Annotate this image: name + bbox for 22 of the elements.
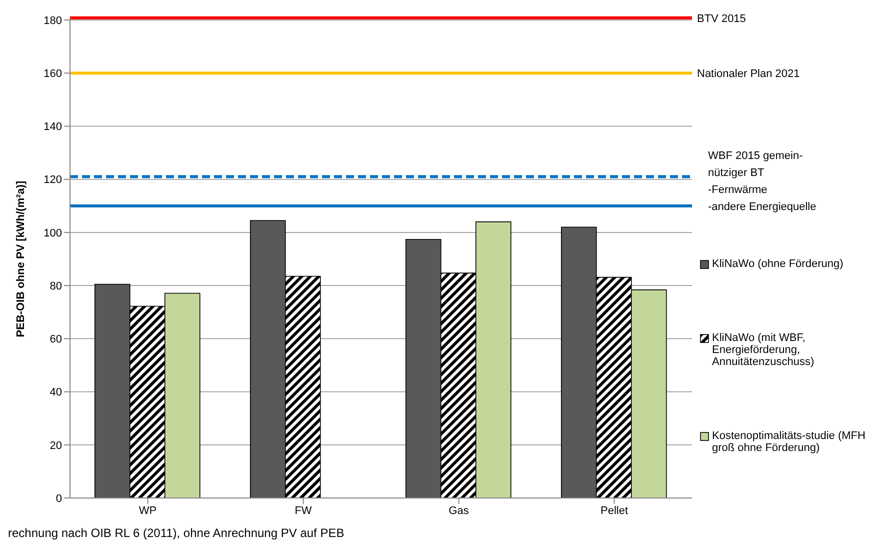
y-tick-label: 80 [50, 280, 62, 292]
x-tick-label: WP [138, 504, 157, 517]
legend-label: Kostenoptimalitäts-studie (MFH groß ohne Förderung) [712, 430, 866, 454]
ref-line-label: BTV 2015 [697, 12, 746, 25]
x-tick-label: FW [294, 504, 312, 517]
y-tick-label: 0 [56, 492, 62, 505]
y-axis-title: PEB-OIB ohne PV [kWh/(m²a)] [14, 180, 27, 338]
y-tick-label: 60 [50, 334, 62, 346]
y-tick-label: 20 [50, 440, 62, 452]
legend-label: KliNaWo (mit WBF, Energieförderung, Annuitätenzuschuss) [712, 332, 816, 368]
y-tick-label: 160 [44, 68, 62, 80]
text: WBF 2015 gemein- nütziger BT -Fernwärme -andere Energiequelle [708, 149, 816, 215]
x-tick-label: Pellet [600, 504, 628, 517]
x-tick-label: Gas [448, 504, 470, 517]
text: rechnung nach OIB RL 6 (2011), ohne Anrechnung PV auf PEB [8, 526, 344, 540]
y-tick-label: 120 [44, 174, 62, 186]
y-tick-label: 180 [44, 14, 62, 27]
ref-line-label: Nationaler Plan 2021 [697, 68, 800, 80]
y-tick-label: 100 [44, 227, 62, 240]
legend-label: KliNaWo (ohne Förderung) [712, 258, 844, 270]
y-tick-label: 140 [44, 121, 62, 134]
y-tick-label: 40 [50, 386, 62, 399]
